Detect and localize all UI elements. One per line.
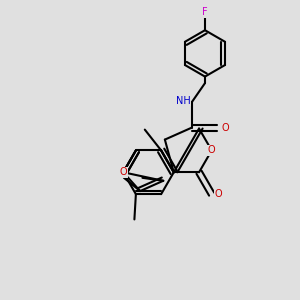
Text: O: O [119,167,127,177]
Text: O: O [208,146,215,155]
Text: O: O [214,189,222,199]
Text: F: F [202,8,208,17]
Text: O: O [221,123,229,133]
Text: NH: NH [176,96,191,106]
